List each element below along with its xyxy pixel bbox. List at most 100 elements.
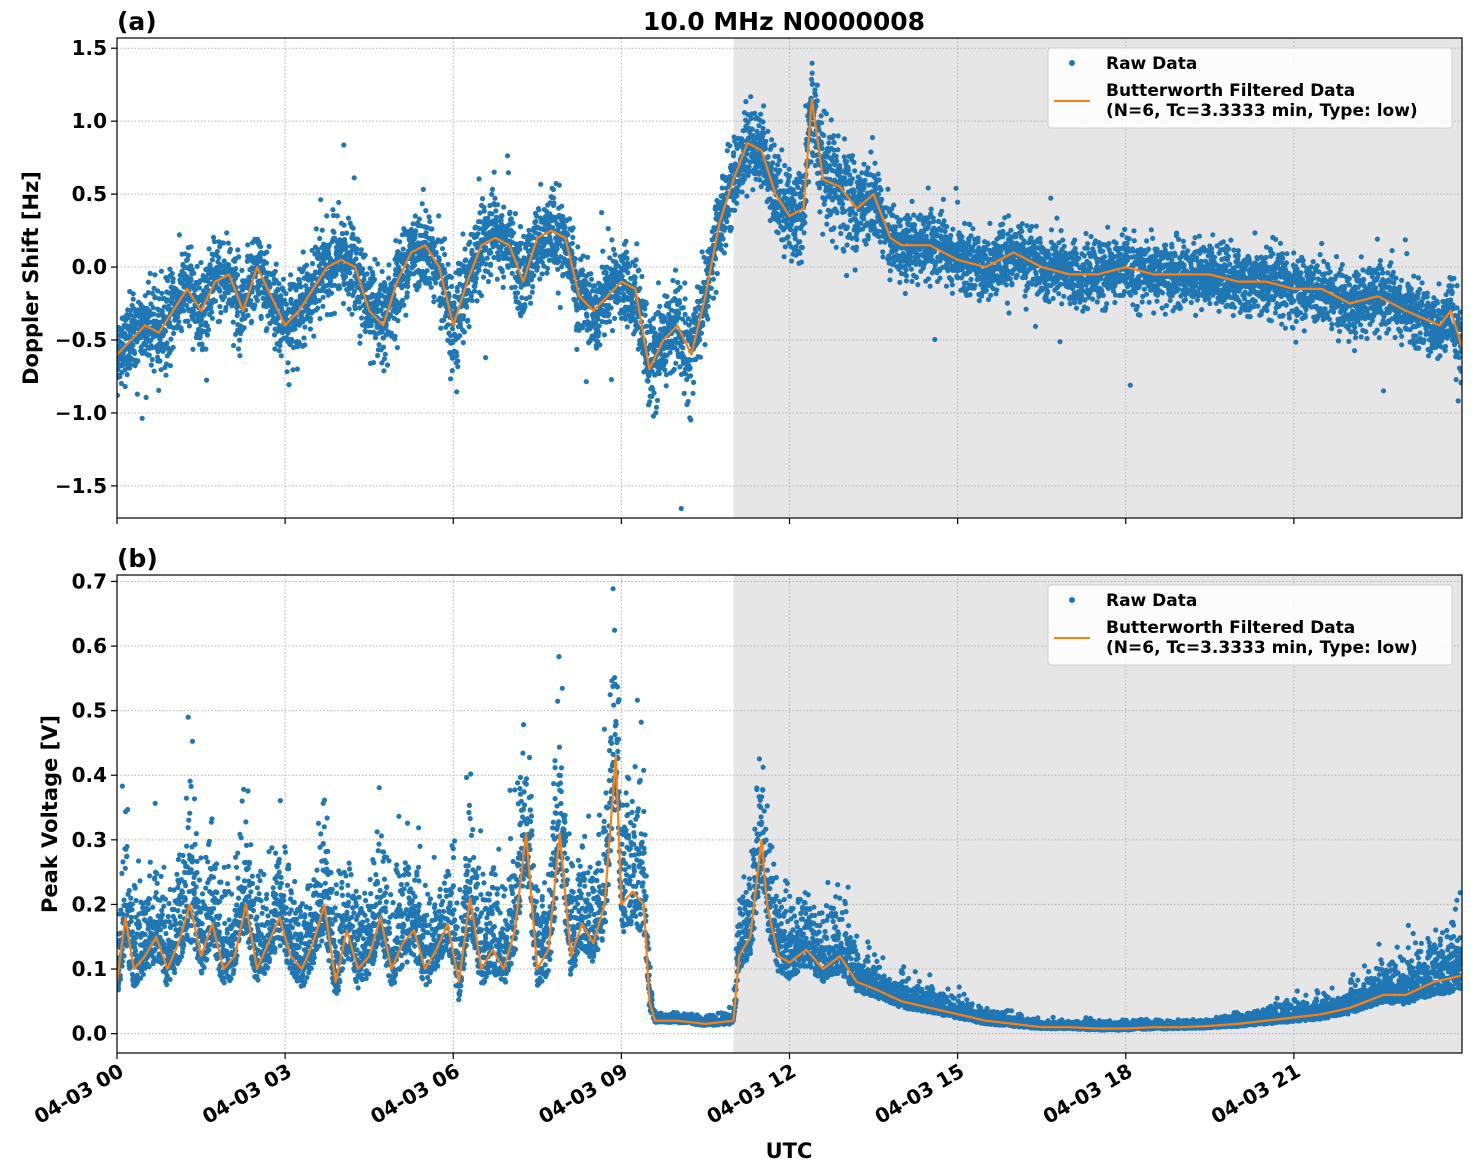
raw-data-point (208, 305, 214, 311)
raw-data-point (678, 505, 684, 512)
raw-data-point (455, 364, 461, 370)
raw-data-point (634, 241, 640, 247)
raw-data-point (940, 196, 947, 202)
raw-data-point (531, 272, 537, 279)
raw-data-point (379, 268, 385, 275)
raw-data-point (645, 378, 651, 384)
raw-data-point (518, 224, 524, 230)
raw-data-point (526, 227, 532, 233)
raw-data-point (175, 314, 181, 320)
raw-data-point (700, 322, 706, 328)
raw-data-point (485, 215, 491, 221)
raw-data-point (908, 266, 914, 272)
raw-data-point (642, 306, 648, 312)
raw-data-point (151, 311, 157, 317)
raw-data-point (943, 283, 950, 289)
raw-data-point (770, 160, 776, 166)
raw-data-point (588, 276, 595, 282)
raw-data-point (584, 313, 590, 319)
raw-data-point (939, 208, 945, 214)
raw-data-point (509, 270, 515, 276)
raw-data-point (280, 276, 287, 282)
raw-data-point (670, 277, 676, 284)
raw-data-point (861, 161, 867, 167)
raw-data-point (859, 170, 865, 176)
raw-data-point (331, 229, 337, 235)
raw-data-point (814, 98, 820, 104)
raw-data-point (481, 208, 487, 214)
raw-data-point (158, 268, 164, 274)
raw-data-point (362, 252, 368, 258)
raw-data-point (651, 390, 657, 396)
raw-data-point (375, 261, 381, 267)
raw-data-point (132, 324, 138, 330)
raw-data-point (204, 323, 210, 329)
raw-data-point (667, 350, 673, 356)
raw-data-point (416, 281, 422, 287)
raw-data-point (235, 346, 242, 352)
raw-data-point (622, 316, 629, 322)
raw-data-point (263, 260, 269, 266)
raw-data-point (909, 198, 915, 204)
raw-data-point (501, 204, 507, 210)
raw-data-point (843, 159, 850, 165)
raw-data-point (347, 254, 353, 260)
raw-data-point (218, 310, 224, 316)
raw-data-point (168, 336, 174, 342)
raw-data-point (876, 177, 882, 183)
raw-data-point (580, 253, 586, 259)
raw-data-point (363, 328, 369, 335)
raw-data-point (277, 343, 283, 349)
raw-data-point (812, 87, 818, 93)
raw-data-point (209, 315, 215, 321)
raw-data-point (776, 218, 782, 224)
raw-data-point (928, 206, 934, 212)
raw-data-point (580, 324, 586, 331)
raw-data-point (680, 345, 686, 351)
raw-data-point (596, 330, 602, 336)
raw-data-point (139, 415, 145, 421)
raw-data-point (266, 243, 272, 249)
raw-data-point (428, 284, 434, 290)
raw-data-point (708, 285, 714, 291)
raw-data-point (221, 258, 227, 264)
raw-data-point (802, 213, 808, 219)
raw-data-point (608, 377, 615, 383)
raw-data-point (457, 333, 463, 339)
raw-data-point (500, 284, 506, 290)
raw-data-point (420, 186, 426, 192)
raw-data-point (752, 110, 758, 116)
raw-data-point (959, 234, 965, 240)
raw-data-point (878, 187, 884, 193)
raw-data-point (151, 285, 157, 291)
raw-data-point (672, 267, 679, 273)
raw-data-point (442, 251, 448, 258)
raw-data-point (324, 213, 330, 219)
raw-data-point (442, 270, 448, 276)
raw-data-point (346, 306, 352, 312)
raw-data-point (358, 247, 364, 253)
raw-data-point (460, 313, 467, 319)
raw-data-point (164, 340, 170, 346)
raw-data-point (734, 200, 740, 206)
raw-data-point (343, 244, 350, 250)
raw-data-point (401, 302, 407, 308)
raw-data-point (283, 301, 290, 307)
raw-data-point (492, 195, 498, 201)
raw-data-point (163, 372, 169, 378)
raw-data-point (424, 268, 430, 274)
raw-data-point (263, 275, 269, 281)
raw-data-point (775, 230, 781, 236)
raw-data-point (211, 239, 218, 245)
raw-data-point (468, 293, 474, 299)
raw-data-point (202, 289, 208, 295)
raw-data-point (950, 226, 956, 232)
raw-data-point (386, 275, 392, 281)
raw-data-point (656, 371, 663, 377)
raw-data-point (970, 226, 976, 232)
raw-data-point (148, 362, 154, 368)
raw-data-point (152, 294, 158, 300)
raw-data-point (663, 358, 669, 364)
raw-data-point (167, 320, 173, 326)
raw-data-point (787, 173, 793, 179)
